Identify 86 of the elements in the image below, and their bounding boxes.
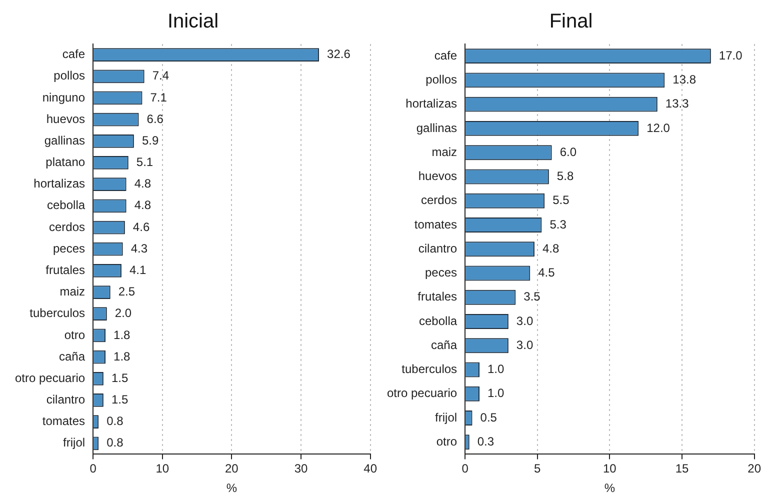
- data-label: 0.8: [106, 436, 124, 450]
- y-tick-label: hortalizas: [406, 96, 458, 111]
- y-tick-label: gallinas: [416, 120, 458, 135]
- data-label: 1.8: [114, 328, 131, 342]
- y-tick-label: maiz: [60, 284, 86, 299]
- x-tick-label: 5: [534, 462, 542, 476]
- data-label: 5.5: [552, 193, 570, 208]
- x-tick-label: 20: [225, 462, 239, 476]
- data-label: 1.5: [111, 392, 128, 407]
- y-tick-label: cebolla: [47, 198, 86, 212]
- data-label: 1.5: [111, 370, 128, 385]
- data-label: 2.0: [114, 306, 132, 320]
- data-label: 4.3: [130, 241, 148, 256]
- chart-title: Final: [549, 10, 593, 33]
- data-label: 2.5: [118, 284, 136, 299]
- data-label: 7.1: [150, 90, 168, 104]
- data-label: 0.8: [106, 414, 124, 428]
- y-tick-label: peces: [425, 266, 458, 280]
- y-tick-label: tuberculos: [30, 306, 86, 320]
- y-tick-label: ninguno: [42, 90, 86, 104]
- y-tick-label: otro pecuario: [14, 370, 86, 385]
- data-label: 3.0: [516, 314, 534, 328]
- y-tick-label: gallinas: [44, 133, 86, 148]
- data-label: 13.3: [665, 96, 690, 111]
- y-tick-label: frijol: [435, 410, 458, 424]
- data-label: 4.6: [132, 220, 150, 234]
- data-label: 5.1: [136, 155, 154, 170]
- y-tick-label: frutales: [418, 290, 458, 304]
- y-tick-label: frijol: [63, 436, 86, 450]
- y-tick-label: platano: [46, 155, 86, 170]
- y-tick-label: otro pecuario: [386, 386, 458, 400]
- data-label: 4.1: [129, 263, 146, 277]
- x-tick-label: 30: [294, 462, 308, 476]
- data-label: 4.8: [134, 198, 152, 212]
- data-label: 32.6: [327, 47, 351, 62]
- data-label: 6.6: [146, 112, 164, 126]
- data-label: 5.8: [556, 169, 574, 184]
- data-label: 5.9: [142, 133, 159, 148]
- data-label: 1.0: [488, 362, 505, 376]
- x-axis-title: %: [226, 481, 238, 496]
- y-tick-label: pollos: [426, 72, 458, 87]
- y-tick-label: frutales: [46, 263, 86, 277]
- data-label: 1.8: [114, 349, 131, 364]
- x-tick-label: 0: [462, 462, 469, 476]
- y-tick-label: cilantro: [418, 241, 458, 256]
- data-label: 12.0: [646, 120, 670, 135]
- y-tick-label: maiz: [432, 144, 458, 159]
- data-label: 3.0: [516, 338, 534, 352]
- y-tick-label: huevos: [46, 112, 86, 126]
- y-tick-label: caña: [59, 349, 86, 364]
- data-label: 4.8: [134, 176, 152, 191]
- x-tick-label: 15: [675, 462, 689, 476]
- y-tick-label: cerdos: [49, 220, 86, 234]
- data-label: 7.4: [152, 68, 170, 83]
- y-tick-label: tuberculos: [402, 362, 458, 376]
- data-label: 3.5: [524, 290, 541, 304]
- data-label: 1.0: [488, 386, 505, 400]
- data-label: 13.8: [672, 72, 696, 87]
- y-tick-label: cafe: [434, 48, 458, 62]
- y-tick-label: otro: [64, 328, 86, 342]
- data-label: 4.5: [538, 266, 556, 280]
- y-tick-label: tomates: [414, 217, 458, 232]
- y-tick-label: cafe: [62, 47, 86, 62]
- y-tick-label: huevos: [418, 169, 458, 184]
- x-tick-label: 20: [748, 462, 762, 476]
- y-tick-label: peces: [53, 241, 86, 256]
- data-label: 0.3: [477, 434, 494, 448]
- data-label: 6.0: [560, 144, 577, 159]
- data-label: 17.0: [718, 48, 743, 62]
- data-label: 5.3: [550, 217, 567, 232]
- x-tick-label: 10: [156, 462, 170, 476]
- y-tick-label: cebolla: [419, 314, 458, 328]
- x-tick-label: 40: [364, 462, 378, 476]
- y-tick-label: otro: [436, 434, 458, 448]
- x-tick-label: 10: [603, 462, 617, 476]
- y-tick-label: tomates: [42, 414, 86, 428]
- data-label: 0.5: [480, 410, 498, 424]
- y-tick-label: pollos: [54, 68, 86, 83]
- y-tick-label: caña: [431, 338, 458, 352]
- chart-title: Inicial: [167, 10, 219, 33]
- y-tick-label: cilantro: [46, 392, 86, 407]
- y-tick-label: cerdos: [421, 193, 458, 208]
- x-tick-label: 0: [90, 462, 97, 476]
- y-tick-label: hortalizas: [34, 176, 86, 191]
- data-label: 4.8: [542, 241, 560, 256]
- x-axis-title: %: [604, 481, 616, 496]
